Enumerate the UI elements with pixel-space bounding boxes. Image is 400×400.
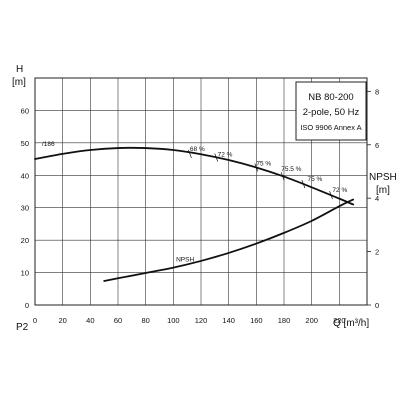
efficiency-mark [214, 153, 219, 162]
annotation-label: 75 % [308, 176, 323, 183]
efficiency-mark [301, 179, 306, 189]
x-tick-label: 120 [195, 316, 208, 325]
x-tick-label: 20 [58, 316, 66, 325]
x-tick-label: 60 [114, 316, 122, 325]
x-tick-label: 200 [305, 316, 318, 325]
y-left-tick-label: 20 [21, 236, 29, 245]
p2-label: P2 [16, 322, 29, 333]
annotation-label: 72 % [332, 187, 347, 194]
x-tick-label: 220 [333, 316, 346, 325]
curve-h [34, 146, 355, 206]
curve-npsh [103, 198, 355, 282]
y-right-tick-label: 0 [375, 301, 379, 310]
annotation-label: 68 % [190, 146, 205, 153]
y-right-axis-title: NPSH [369, 172, 397, 183]
annotation-label: /186 [42, 141, 55, 148]
annotation-label: NPSH [176, 257, 194, 264]
y-left-tick-label: 50 [21, 139, 29, 148]
x-tick-label: 40 [86, 316, 94, 325]
y-left-tick-label: 40 [21, 171, 29, 180]
efficiency-marks [188, 149, 333, 200]
x-tick-label: 180 [278, 316, 291, 325]
y-left-axis-unit: [m] [12, 77, 26, 88]
y-right-axis-unit: [m] [376, 185, 390, 196]
annotation-label: 75 % [256, 161, 271, 168]
y-right-tick-label: 2 [375, 248, 379, 257]
x-tick-label: 0 [33, 316, 37, 325]
y-left-tick-label: 60 [21, 106, 29, 115]
efficiency-mark [188, 149, 192, 159]
legend-line-standard: ISO 9906 Annex A [300, 123, 361, 132]
x-tick-label: 100 [167, 316, 180, 325]
y-right-tick-label: 8 [375, 87, 379, 96]
y-right-tick-labels: 0 2 4 6 8 [367, 87, 379, 310]
annotations: /186 68 % 72 % 75 % 75.5 % 75 % 72 % NPSH [42, 141, 348, 263]
curves [34, 146, 355, 282]
y-left-tick-label: 0 [25, 301, 29, 310]
legend-frame [295, 81, 367, 141]
x-tick-label: 140 [222, 316, 235, 325]
y-left-tick-label: 10 [21, 269, 29, 278]
legend-box: NB 80-200 2-pole, 50 Hz ISO 9906 Annex A [295, 81, 367, 141]
x-tick-label: 160 [250, 316, 263, 325]
efficiency-mark [329, 190, 333, 200]
legend-line-speed: 2-pole, 50 Hz [303, 107, 360, 118]
x-tick-labels: 0 20 40 60 80 100 120 140 160 180 200 220 [33, 316, 346, 325]
y-left-axis-title: H [16, 64, 23, 75]
legend-line-model: NB 80-200 [308, 92, 353, 103]
annotation-label: 75.5 % [281, 166, 301, 173]
x-tick-label: 80 [141, 316, 149, 325]
y-left-tick-labels: 0 10 20 30 40 50 60 [21, 106, 29, 310]
x-axis-title: Q [m³/h] [333, 318, 369, 329]
y-right-tick-label: 4 [375, 194, 379, 203]
efficiency-mark [254, 163, 259, 172]
y-left-tick-label: 30 [21, 204, 29, 213]
annotation-label: 72 % [218, 151, 233, 158]
efficiency-mark [280, 172, 285, 181]
plot-frame [34, 77, 368, 306]
y-right-tick-label: 6 [375, 141, 379, 150]
